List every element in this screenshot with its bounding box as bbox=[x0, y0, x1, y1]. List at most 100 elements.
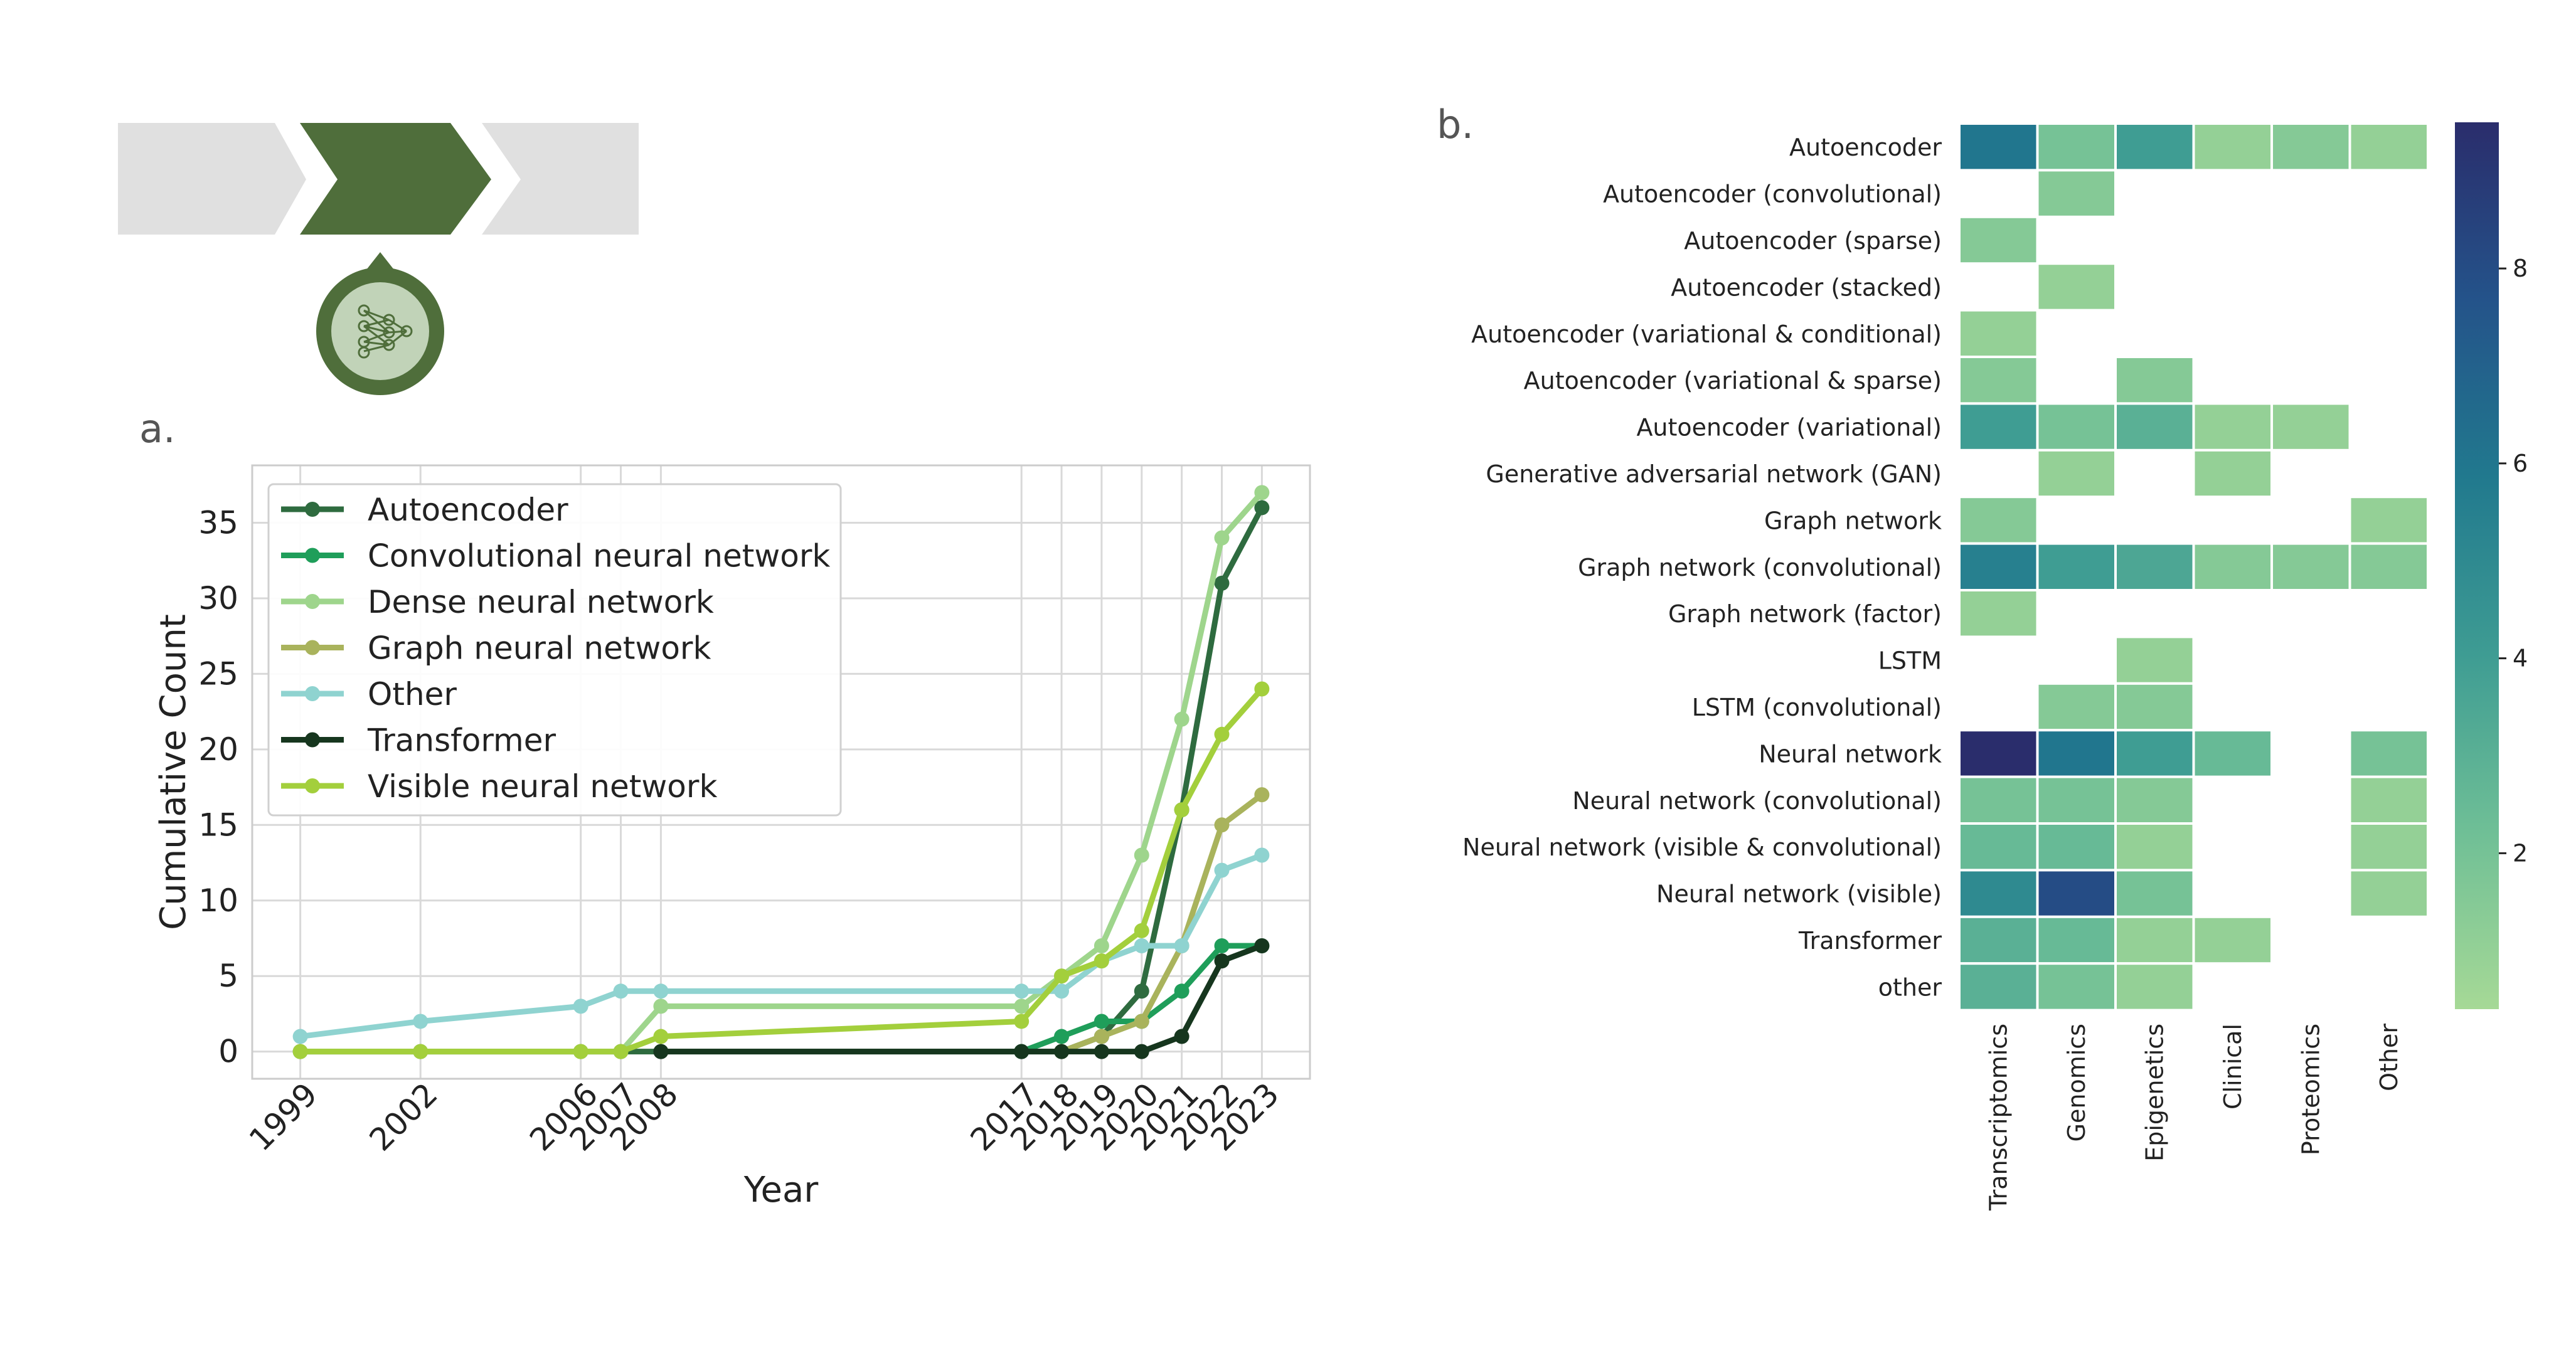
data-point bbox=[1054, 983, 1070, 999]
heatmap-cell bbox=[2036, 262, 2117, 312]
series-line bbox=[300, 852, 1263, 1040]
data-point bbox=[1174, 802, 1190, 818]
row-label: LSTM bbox=[1878, 647, 1942, 675]
legend-label: Visible neural network bbox=[368, 768, 717, 805]
data-point bbox=[653, 1029, 669, 1044]
data-point bbox=[1254, 500, 1270, 516]
row-label: Autoencoder (variational & conditional) bbox=[1471, 320, 1942, 348]
data-point bbox=[1054, 1029, 1070, 1044]
row-label: Neural network bbox=[1759, 740, 1942, 768]
data-point bbox=[1174, 983, 1190, 999]
heatmap-cell bbox=[2192, 402, 2273, 452]
heatmap-cell bbox=[2114, 915, 2195, 965]
heatmap-cell bbox=[1958, 542, 2039, 591]
heatmap-cell bbox=[1958, 962, 2039, 1012]
heatmap-cell bbox=[2270, 402, 2351, 452]
heatmap-cell bbox=[2192, 448, 2273, 499]
row-label: Graph network bbox=[1764, 507, 1942, 534]
heatmap-cell bbox=[2036, 542, 2117, 591]
legend-marker bbox=[305, 778, 320, 793]
heatmap-cell bbox=[2036, 869, 2117, 918]
data-point bbox=[1094, 1014, 1109, 1029]
data-point bbox=[1054, 1044, 1070, 1059]
heatmap-cell bbox=[2036, 822, 2117, 872]
row-label: Autoencoder (sparse) bbox=[1684, 227, 1942, 255]
series-visible-neural-network bbox=[292, 681, 1270, 1059]
panel-label-a: a. bbox=[139, 406, 176, 452]
data-point bbox=[1214, 938, 1230, 954]
data-point bbox=[1254, 485, 1270, 500]
heatmap-cell bbox=[1958, 122, 2039, 172]
heatmap-cell bbox=[2348, 775, 2429, 825]
data-point bbox=[1134, 983, 1149, 999]
y-tick-label: 35 bbox=[198, 505, 238, 541]
legend-label: Other bbox=[368, 676, 457, 712]
data-point bbox=[1054, 968, 1070, 984]
row-label: Graph network (convolutional) bbox=[1578, 554, 1942, 581]
heatmap-cell bbox=[2192, 915, 2273, 965]
data-point bbox=[1214, 953, 1230, 969]
x-tick-label: 2002 bbox=[363, 1076, 445, 1158]
heatmap-cell bbox=[2036, 962, 2117, 1012]
y-tick-label: 10 bbox=[198, 882, 238, 919]
data-point bbox=[1134, 938, 1149, 954]
data-point bbox=[1214, 817, 1230, 833]
heatmap-cell bbox=[2036, 169, 2117, 218]
data-point bbox=[1014, 983, 1030, 999]
legend-label: Transformer bbox=[367, 723, 556, 759]
heatmap-cell bbox=[1958, 402, 2039, 452]
data-point bbox=[1174, 1029, 1190, 1044]
colorbar-tick-label: 8 bbox=[2513, 255, 2528, 282]
data-point bbox=[1014, 998, 1030, 1014]
panel-label-b: b. bbox=[1437, 102, 1474, 147]
data-point bbox=[1094, 1029, 1109, 1044]
heatmap-cell bbox=[2114, 542, 2195, 591]
legend-marker bbox=[305, 548, 320, 563]
heatmap-cell bbox=[1958, 775, 2039, 825]
data-point bbox=[1254, 787, 1270, 803]
heatmap-cell bbox=[2036, 729, 2117, 778]
y-tick-label: 30 bbox=[198, 580, 238, 617]
column-label: Genomics bbox=[2063, 1024, 2090, 1141]
heatmap-cell bbox=[2036, 402, 2117, 452]
legend-label: Convolutional neural network bbox=[368, 538, 830, 575]
heatmap-cell bbox=[2114, 356, 2195, 405]
heatmap-cell bbox=[1958, 309, 2039, 359]
row-label: Autoencoder bbox=[1789, 134, 1942, 161]
x-axis-label: Year bbox=[743, 1170, 819, 1210]
heatmap-cell bbox=[2114, 635, 2195, 685]
row-label: Transformer bbox=[1798, 927, 1942, 955]
heatmap-cell bbox=[2114, 869, 2195, 918]
column-label: Other bbox=[2375, 1024, 2403, 1091]
data-point bbox=[292, 1044, 308, 1059]
heatmap-cell bbox=[2348, 122, 2429, 172]
y-tick-label: 15 bbox=[198, 807, 238, 843]
heatmap-cell bbox=[2192, 542, 2273, 591]
heatmap-cell bbox=[2036, 915, 2117, 965]
data-point bbox=[1174, 711, 1190, 727]
row-label: Neural network (visible & convolutional) bbox=[1462, 834, 1942, 861]
heatmap-cell bbox=[1958, 356, 2039, 405]
heatmap-cell bbox=[2270, 542, 2351, 591]
colorbar bbox=[2455, 122, 2499, 1009]
row-label: Autoencoder (variational & sparse) bbox=[1524, 367, 1942, 395]
heatmap-cell bbox=[2114, 682, 2195, 732]
heatmap-cell bbox=[1958, 915, 2039, 965]
row-label: Graph network (factor) bbox=[1668, 600, 1942, 628]
x-tick-label: 1999 bbox=[242, 1076, 324, 1158]
data-point bbox=[653, 1044, 669, 1059]
data-point bbox=[1014, 1014, 1030, 1029]
series-other bbox=[292, 847, 1270, 1044]
legend-box bbox=[267, 483, 842, 817]
legend-label: Graph neural network bbox=[368, 630, 711, 667]
heatmap-cell bbox=[2270, 122, 2351, 172]
heatmap-cell bbox=[2036, 448, 2117, 499]
data-point bbox=[1254, 847, 1270, 863]
data-point bbox=[1094, 1044, 1109, 1059]
series-line bbox=[300, 687, 1264, 1055]
heatmap-cell bbox=[1958, 495, 2039, 545]
legend-marker bbox=[305, 594, 320, 609]
heatmap-cell bbox=[2348, 542, 2429, 591]
heatmap-cell bbox=[1958, 215, 2039, 265]
